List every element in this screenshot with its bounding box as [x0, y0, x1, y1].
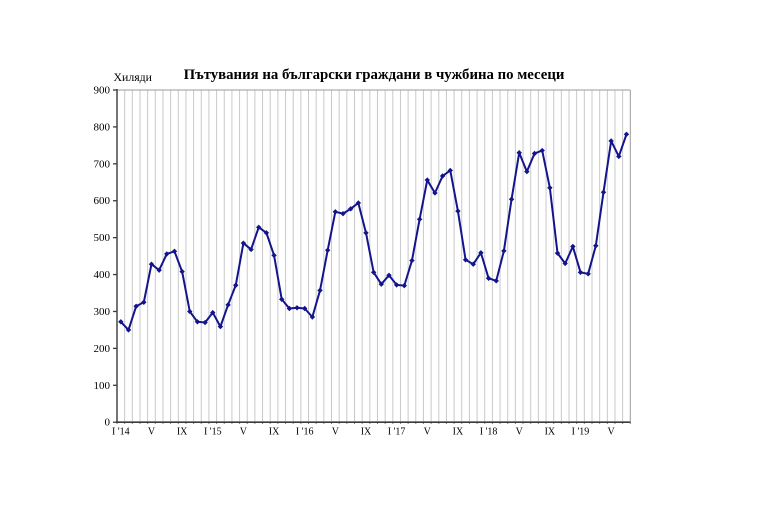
- svg-text:Хиляди: Хиляди: [114, 70, 153, 84]
- svg-text:IX: IX: [361, 427, 372, 438]
- svg-text:IX: IX: [453, 427, 464, 438]
- svg-text:I '19: I '19: [572, 427, 590, 438]
- svg-text:V: V: [332, 427, 340, 438]
- svg-text:0: 0: [105, 417, 111, 429]
- svg-text:V: V: [608, 427, 616, 438]
- svg-text:100: 100: [94, 380, 111, 392]
- svg-text:800: 800: [94, 121, 111, 133]
- svg-text:I '16: I '16: [296, 427, 314, 438]
- svg-text:V: V: [240, 427, 248, 438]
- svg-text:900: 900: [94, 85, 111, 97]
- svg-text:400: 400: [94, 269, 111, 281]
- svg-text:IX: IX: [545, 427, 556, 438]
- svg-text:I '15: I '15: [204, 427, 222, 438]
- svg-text:Пътувания на български граждан: Пътувания на български граждани в чужбин…: [184, 67, 565, 83]
- svg-text:200: 200: [94, 343, 111, 355]
- svg-text:V: V: [516, 427, 524, 438]
- svg-text:IX: IX: [177, 427, 188, 438]
- svg-text:V: V: [148, 427, 156, 438]
- svg-text:300: 300: [94, 306, 111, 318]
- svg-text:V: V: [424, 427, 432, 438]
- svg-text:IX: IX: [269, 427, 280, 438]
- svg-text:I '17: I '17: [388, 427, 406, 438]
- svg-text:700: 700: [94, 158, 111, 170]
- svg-text:I '14: I '14: [112, 427, 130, 438]
- svg-text:I '18: I '18: [480, 427, 498, 438]
- svg-text:600: 600: [94, 195, 111, 207]
- svg-text:500: 500: [94, 232, 111, 244]
